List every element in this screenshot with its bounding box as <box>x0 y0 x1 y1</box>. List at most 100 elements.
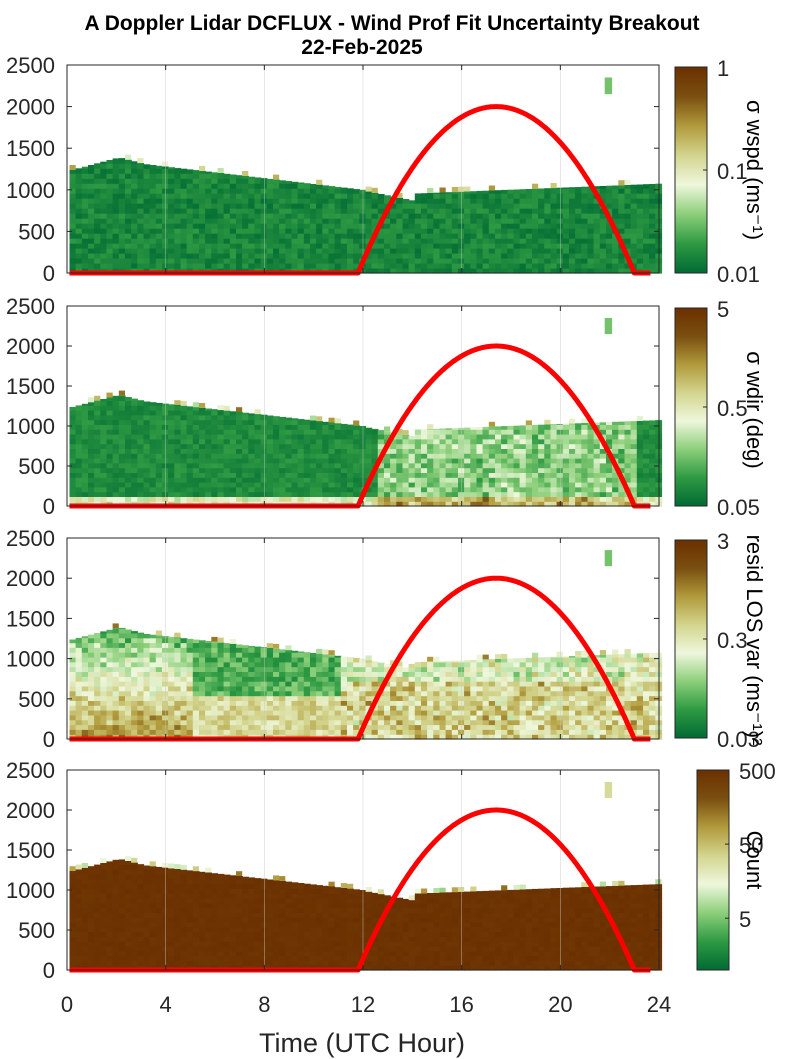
heatmap-cell <box>137 253 145 259</box>
heatmap-cell <box>328 429 336 435</box>
heatmap-cell <box>155 647 163 653</box>
heatmap-cell <box>371 253 379 259</box>
heatmap-cell <box>94 642 101 648</box>
heatmap-cell <box>242 685 249 692</box>
heatmap-cell <box>137 238 145 244</box>
heatmap-cell <box>377 700 385 706</box>
heatmap-cell <box>538 193 545 199</box>
heatmap-cell <box>538 223 545 229</box>
heatmap-cell <box>649 198 656 204</box>
heatmap-cell <box>408 695 416 701</box>
heatmap-cell <box>630 233 638 239</box>
heatmap-cell <box>396 462 404 469</box>
heatmap-cell <box>636 416 643 421</box>
heatmap-cell <box>569 424 576 430</box>
heatmap-cell <box>482 218 490 224</box>
heatmap-cell <box>322 208 330 214</box>
heatmap-cell <box>88 233 95 239</box>
heatmap-cell <box>334 657 342 663</box>
heatmap-cell <box>205 424 212 430</box>
heatmap-cell <box>180 661 188 668</box>
heatmap-cell <box>445 685 453 692</box>
heatmap-cell <box>273 714 280 721</box>
heatmap-cell <box>408 486 416 493</box>
heatmap-cell <box>223 263 231 269</box>
heatmap-cell <box>205 248 212 254</box>
heatmap-cell <box>445 690 453 697</box>
heatmap-cell <box>260 681 268 687</box>
heatmap-cell <box>106 629 114 634</box>
heatmap-cell <box>408 218 416 224</box>
heatmap-cell <box>612 188 619 194</box>
heatmap-cell <box>248 218 256 224</box>
heatmap-cell <box>433 714 441 721</box>
heatmap-cell <box>593 198 601 204</box>
heatmap-cell <box>112 477 120 483</box>
heatmap-cell <box>155 223 163 229</box>
heatmap-cell <box>242 729 249 735</box>
heatmap-cell <box>340 666 348 672</box>
heatmap-cell <box>396 448 404 454</box>
heatmap-cell <box>525 477 533 483</box>
heatmap-cell <box>112 637 120 644</box>
heatmap-cell <box>260 491 268 497</box>
heatmap-cell <box>254 676 262 682</box>
heatmap-cell <box>266 193 274 199</box>
heatmap-cell <box>199 647 206 653</box>
heatmap-cell <box>112 218 120 224</box>
heatmap-cell <box>316 238 323 244</box>
heatmap-cell <box>340 690 348 697</box>
heatmap-cell <box>495 472 502 478</box>
heatmap-cell <box>174 695 182 701</box>
heatmap-cell <box>75 405 83 411</box>
heatmap-cell <box>569 223 576 229</box>
heatmap-cell <box>310 188 317 194</box>
heatmap-cell <box>482 462 490 469</box>
heatmap-cell <box>192 681 200 687</box>
heatmap-cell <box>569 482 576 488</box>
heatmap-cell <box>168 404 175 406</box>
heatmap-cell <box>470 243 478 249</box>
heatmap-cell <box>242 208 249 214</box>
heatmap-cell <box>155 258 163 264</box>
heatmap-cell <box>106 496 114 502</box>
heatmap-cell <box>470 213 478 219</box>
heatmap-cell <box>525 496 533 502</box>
heatmap-cell <box>581 424 589 430</box>
heatmap-cell <box>445 434 453 440</box>
heatmap-cell <box>328 472 336 478</box>
heatmap-cell <box>495 496 502 502</box>
heatmap-cell <box>112 178 120 184</box>
heatmap-cell <box>229 710 237 716</box>
heatmap-cell <box>211 409 219 411</box>
heatmap-cell <box>544 198 552 204</box>
heatmap-cell <box>599 462 607 469</box>
heatmap-cell <box>112 158 120 164</box>
heatmap-cell <box>513 208 521 214</box>
heatmap-cell <box>556 243 564 249</box>
heatmap-cell <box>81 263 89 269</box>
heatmap-cell <box>180 467 188 473</box>
heatmap-cell <box>192 491 200 497</box>
heatmap-cell <box>94 438 101 445</box>
heatmap-cell <box>297 183 305 189</box>
heatmap-cell <box>291 198 299 204</box>
heatmap-cell <box>470 467 478 473</box>
heatmap-cell <box>482 434 490 440</box>
heatmap-cell <box>69 700 77 706</box>
heatmap-cell <box>482 190 490 194</box>
heatmap-cell <box>186 448 194 454</box>
heatmap-cell <box>316 671 323 677</box>
heatmap-cell <box>636 188 644 194</box>
heatmap-cell <box>297 472 305 478</box>
heatmap-cell <box>347 238 354 244</box>
heatmap-cell <box>279 652 286 658</box>
heatmap-cell <box>334 429 342 435</box>
heatmap-cell <box>353 690 360 697</box>
heatmap-cell <box>340 423 348 425</box>
heatmap-cell <box>519 467 527 473</box>
heatmap-cell <box>593 501 601 507</box>
heatmap-cell <box>328 710 336 716</box>
heatmap-cell <box>347 213 354 219</box>
heatmap-cell <box>303 448 311 454</box>
